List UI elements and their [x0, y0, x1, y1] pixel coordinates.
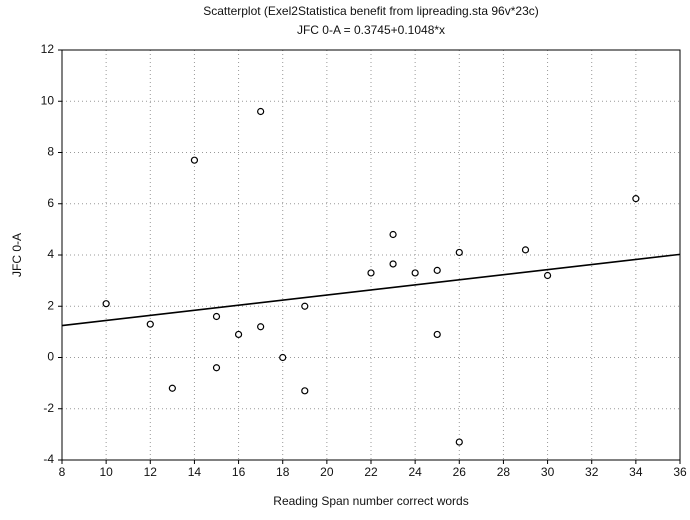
point: [433, 266, 441, 274]
x-tick-label: 22: [364, 465, 378, 479]
x-tick-label: 14: [188, 465, 202, 479]
y-tick-label: 2: [47, 298, 54, 312]
x-tick-label: 34: [629, 465, 643, 479]
point: [168, 384, 176, 392]
point: [389, 260, 397, 268]
x-tick-label: 20: [320, 465, 334, 479]
point: [257, 323, 265, 331]
y-tick-label: 8: [47, 145, 54, 159]
y-tick-label: 12: [41, 42, 55, 56]
point: [455, 438, 463, 446]
x-tick-label: 36: [673, 465, 687, 479]
point: [632, 195, 640, 203]
chart-subtitle: JFC 0-A = 0.3745+0.1048*x: [297, 23, 445, 37]
point: [279, 353, 287, 362]
point: [301, 302, 309, 310]
y-tick-label: 10: [41, 93, 55, 107]
point: [301, 387, 309, 395]
point: [146, 320, 154, 328]
point: [455, 248, 463, 257]
point: [543, 271, 552, 280]
point: [389, 230, 397, 239]
y-tick-label: -2: [43, 401, 54, 415]
point: [367, 269, 375, 277]
point: [411, 269, 419, 277]
x-tick-label: 12: [144, 465, 158, 479]
x-tick-label: 24: [408, 465, 422, 479]
x-tick-label: 10: [99, 465, 113, 479]
point: [234, 330, 243, 339]
x-tick-label: 30: [541, 465, 555, 479]
x-axis-label: Reading Span number correct words: [273, 494, 468, 508]
point: [190, 156, 199, 164]
y-tick-label: 0: [47, 350, 54, 364]
point: [212, 312, 221, 321]
x-tick-label: 26: [453, 465, 467, 479]
x-tick-label: 16: [232, 465, 246, 479]
chart-title: Scatterplot (Exel2Statistica benefit fro…: [203, 4, 539, 18]
y-axis-label: JFC 0-A: [10, 233, 24, 277]
point: [521, 246, 530, 254]
y-tick-label: 6: [47, 196, 54, 210]
y-tick-label: 4: [47, 247, 54, 261]
point: [212, 364, 221, 372]
x-tick-label: 28: [497, 465, 511, 479]
point: [102, 300, 110, 308]
fit-line: [61, 253, 681, 327]
point: [257, 107, 265, 116]
x-tick-label: 32: [585, 465, 599, 479]
x-tick-label: 8: [59, 465, 66, 479]
x-tick-label: 18: [276, 465, 290, 479]
y-tick-label: -4: [43, 452, 54, 466]
point: [433, 330, 441, 339]
